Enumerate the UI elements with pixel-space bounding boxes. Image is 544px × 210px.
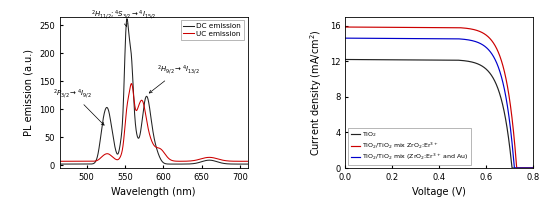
- Line: TiO$_2$: TiO$_2$: [345, 59, 533, 168]
- TiO$_2$: [342, 58, 349, 61]
- DC emission: [123, 17, 130, 20]
- TiO$_2$/TiO$_2$ mix ZrO$_2$:Er$^{3+}$: [434, 26, 440, 29]
- TiO$_2$/TiO$_2$ mix ZrO$_2$:Er$^{3+}$: [514, 167, 520, 169]
- DC emission: [75, 163, 82, 165]
- TiO$_2$: [434, 59, 440, 61]
- TiO$_2$/TiO$_2$ mix (ZrO$_2$:Er$^{3+}$ and Au): [342, 37, 349, 39]
- Y-axis label: Current density (mA/cm$^2$): Current density (mA/cm$^2$): [308, 29, 324, 156]
- TiO$_2$/TiO$_2$ mix (ZrO$_2$:Er$^{3+}$ and Au): [490, 55, 497, 57]
- TiO$_2$/TiO$_2$ mix ZrO$_2$:Er$^{3+}$: [530, 167, 536, 169]
- X-axis label: Voltage (V): Voltage (V): [412, 187, 466, 197]
- Y-axis label: PL emission (a.u.): PL emission (a.u.): [24, 49, 34, 136]
- TiO$_2$: [524, 167, 531, 169]
- Line: DC emission: DC emission: [56, 19, 251, 164]
- TiO$_2$: [509, 167, 515, 169]
- TiO$_2$/TiO$_2$ mix ZrO$_2$:Er$^{3+}$: [524, 167, 531, 169]
- UC emission: [136, 102, 143, 105]
- X-axis label: Wavelength (nm): Wavelength (nm): [112, 187, 196, 197]
- TiO$_2$/TiO$_2$ mix ZrO$_2$:Er$^{3+}$: [524, 167, 531, 169]
- TiO$_2$/TiO$_2$ mix (ZrO$_2$:Er$^{3+}$ and Au): [428, 37, 435, 40]
- UC emission: [86, 160, 93, 163]
- UC emission: [248, 160, 255, 163]
- UC emission: [128, 83, 134, 85]
- UC emission: [244, 160, 251, 163]
- Line: TiO$_2$/TiO$_2$ mix ZrO$_2$:Er$^{3+}$: TiO$_2$/TiO$_2$ mix ZrO$_2$:Er$^{3+}$: [345, 27, 533, 168]
- TiO$_2$/TiO$_2$ mix ZrO$_2$:Er$^{3+}$: [490, 41, 497, 44]
- Text: $^2H_{11/2};^4S_{3/2}\rightarrow^4I_{15/2}$: $^2H_{11/2};^4S_{3/2}\rightarrow^4I_{15/…: [91, 8, 156, 27]
- DC emission: [86, 163, 93, 165]
- Legend: TiO$_2$, TiO$_2$/TiO$_2$ mix ZrO$_2$:Er$^{3+}$, TiO$_2$/TiO$_2$ mix (ZrO$_2$:Er$: TiO$_2$, TiO$_2$/TiO$_2$ mix ZrO$_2$:Er$…: [349, 128, 471, 165]
- TiO$_2$/TiO$_2$ mix ZrO$_2$:Er$^{3+}$: [351, 26, 358, 28]
- TiO$_2$: [524, 167, 531, 169]
- Line: TiO$_2$/TiO$_2$ mix (ZrO$_2$:Er$^{3+}$ and Au): TiO$_2$/TiO$_2$ mix (ZrO$_2$:Er$^{3+}$ a…: [345, 38, 533, 168]
- DC emission: [244, 163, 251, 165]
- TiO$_2$: [490, 77, 497, 79]
- Text: $^2P_{3/2}\rightarrow^4I_{9/2}$: $^2P_{3/2}\rightarrow^4I_{9/2}$: [53, 87, 104, 125]
- TiO$_2$/TiO$_2$ mix ZrO$_2$:Er$^{3+}$: [342, 26, 349, 28]
- Text: $^2H_{9/2}\rightarrow^4I_{13/2}$: $^2H_{9/2}\rightarrow^4I_{13/2}$: [149, 64, 200, 93]
- UC emission: [128, 82, 135, 85]
- TiO$_2$/TiO$_2$ mix (ZrO$_2$:Er$^{3+}$ and Au): [511, 167, 518, 169]
- TiO$_2$/TiO$_2$ mix (ZrO$_2$:Er$^{3+}$ and Au): [351, 37, 358, 39]
- UC emission: [53, 160, 59, 163]
- DC emission: [128, 50, 134, 53]
- TiO$_2$: [428, 59, 435, 61]
- TiO$_2$/TiO$_2$ mix (ZrO$_2$:Er$^{3+}$ and Au): [524, 167, 531, 169]
- TiO$_2$/TiO$_2$ mix (ZrO$_2$:Er$^{3+}$ and Au): [434, 37, 440, 40]
- TiO$_2$: [351, 58, 358, 61]
- TiO$_2$: [530, 167, 536, 169]
- Legend: DC emission, UC emission: DC emission, UC emission: [181, 20, 244, 40]
- UC emission: [224, 160, 230, 162]
- DC emission: [53, 163, 59, 165]
- DC emission: [136, 135, 143, 138]
- DC emission: [248, 163, 255, 165]
- TiO$_2$/TiO$_2$ mix ZrO$_2$:Er$^{3+}$: [428, 26, 435, 29]
- TiO$_2$/TiO$_2$ mix (ZrO$_2$:Er$^{3+}$ and Au): [524, 167, 531, 169]
- TiO$_2$/TiO$_2$ mix (ZrO$_2$:Er$^{3+}$ and Au): [530, 167, 536, 169]
- Line: UC emission: UC emission: [56, 84, 251, 161]
- DC emission: [224, 163, 230, 165]
- UC emission: [75, 160, 82, 163]
